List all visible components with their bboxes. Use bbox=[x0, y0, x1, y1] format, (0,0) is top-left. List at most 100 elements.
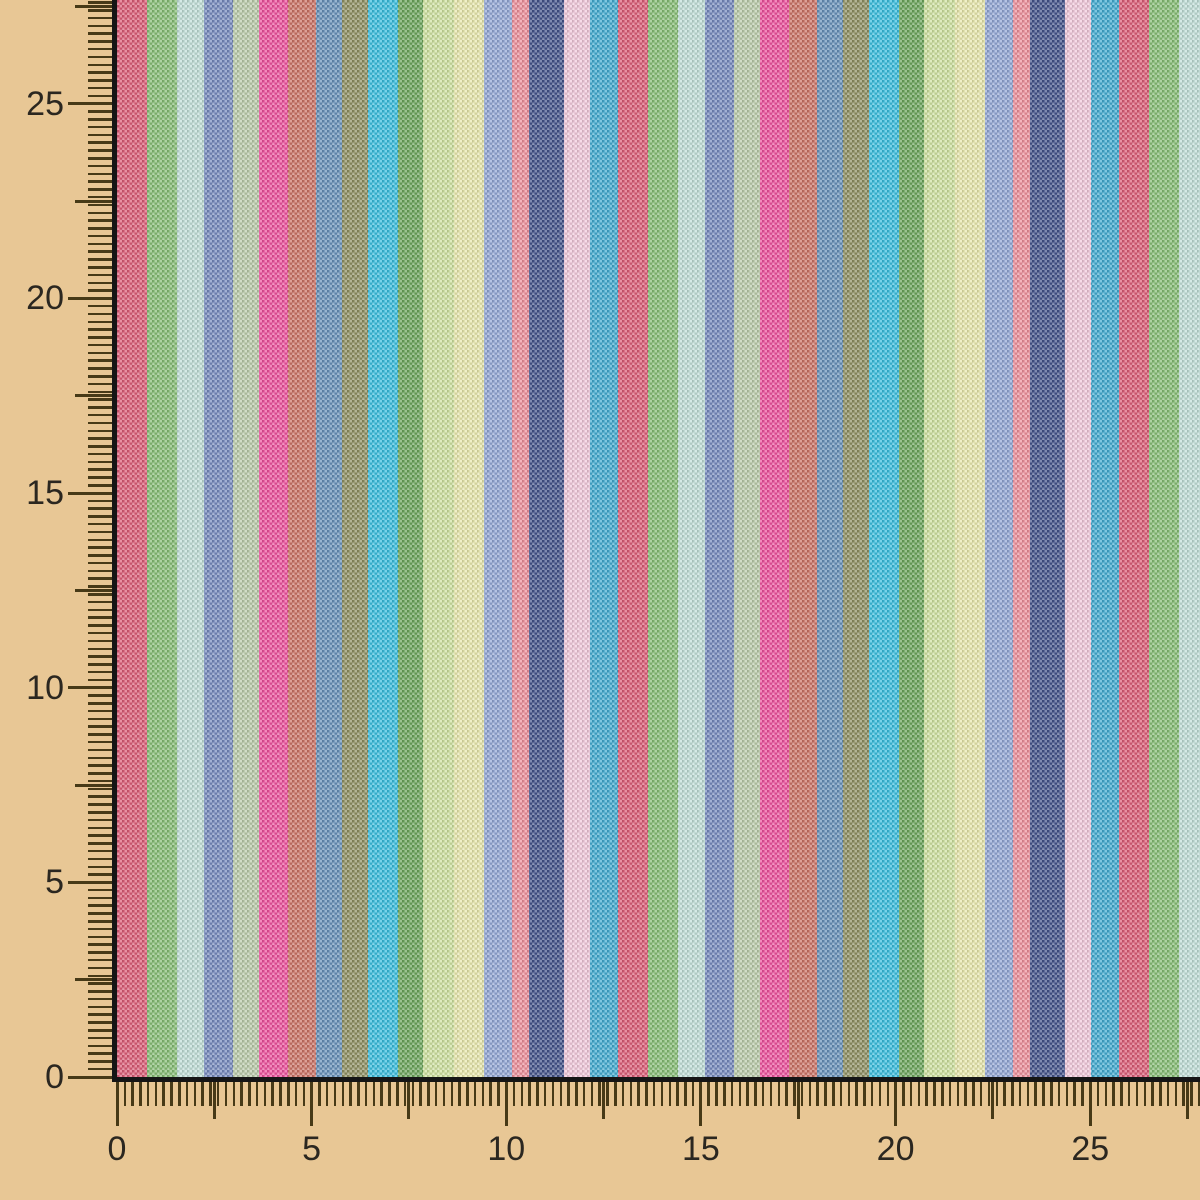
fabric-stripe-olive-khaki bbox=[342, 0, 368, 1077]
fabric-stripe-pale-lime bbox=[423, 0, 454, 1077]
ruler-tick-fine bbox=[88, 733, 112, 736]
vertical-ruler-label-25: 25 bbox=[26, 84, 64, 123]
ruler-tick-fine bbox=[162, 1082, 165, 1106]
ruler-tick-fine bbox=[88, 219, 112, 222]
ruler-tick-fine bbox=[88, 367, 112, 370]
fabric-stripe-bright-cyan bbox=[869, 0, 899, 1077]
ruler-tick-fine bbox=[481, 1082, 485, 1106]
ruler-tick-fine bbox=[88, 273, 112, 277]
fabric-stripe-pale-sage bbox=[734, 0, 760, 1077]
ruler-tick-fine bbox=[341, 1082, 345, 1106]
ruler-tick-fine bbox=[839, 1082, 843, 1106]
ruler-tick-fine bbox=[333, 1082, 337, 1106]
ruler-tick-fine bbox=[1198, 1082, 1200, 1106]
ruler-tick-fine bbox=[88, 211, 112, 214]
ruler-tick-fine bbox=[248, 1082, 251, 1106]
ruler-tick-fine bbox=[131, 1082, 134, 1106]
ruler-tick-fine bbox=[88, 312, 112, 316]
ruler-tick-fine bbox=[88, 55, 112, 59]
ruler-tick-fine bbox=[88, 79, 112, 82]
ruler-tick-fine bbox=[800, 1082, 804, 1106]
ruler-tick-fine bbox=[88, 927, 112, 931]
ruler-tick-fine bbox=[536, 1082, 539, 1106]
ruler-tick-fine bbox=[255, 1082, 259, 1106]
ruler-tick-fine bbox=[730, 1082, 734, 1106]
ruler-tick-fine bbox=[372, 1082, 376, 1106]
ruler-tick-fine bbox=[88, 421, 112, 425]
fabric-stripe-sky-blue bbox=[1091, 0, 1119, 1077]
fabric-stripe-steel-blue bbox=[316, 0, 342, 1077]
ruler-tick-fine bbox=[88, 888, 112, 892]
ruler-tick-fine bbox=[325, 1082, 329, 1106]
ruler-tick-fine bbox=[380, 1082, 383, 1106]
ruler-tick-fine bbox=[88, 1052, 112, 1055]
fabric-stripe-salmon-pink bbox=[512, 0, 529, 1077]
ruler-tick-fine bbox=[575, 1082, 578, 1106]
ruler-tick-fine bbox=[88, 343, 112, 347]
ruler-tick-fine bbox=[88, 406, 112, 409]
fabric-weave-texture bbox=[117, 0, 1200, 1077]
ruler-tick-fine bbox=[88, 779, 112, 783]
ruler-tick-fine bbox=[88, 1036, 112, 1040]
ruler-tick-fine bbox=[349, 1082, 352, 1106]
ruler-tick-fine bbox=[88, 873, 112, 876]
fabric-stripe-hot-pink bbox=[259, 0, 288, 1077]
ruler-tick-fine bbox=[88, 608, 112, 612]
ruler-tick-fine bbox=[88, 515, 112, 518]
ruler-tick-fine bbox=[987, 1082, 991, 1106]
ruler-tick-fine bbox=[193, 1082, 197, 1106]
ruler-tick-fine bbox=[964, 1082, 967, 1106]
ruler-tick-fine bbox=[88, 452, 112, 456]
ruler-tick-fine bbox=[88, 250, 112, 253]
ruler-tick-fine bbox=[1190, 1082, 1193, 1106]
ruler-tick-fine bbox=[629, 1082, 633, 1106]
ruler-tick-fine bbox=[88, 413, 112, 417]
fabric-stripe-brick-red bbox=[288, 0, 316, 1077]
ruler-tick-fine bbox=[88, 172, 112, 176]
ruler-tick-fine bbox=[88, 585, 112, 588]
ruler-tick-fine bbox=[224, 1082, 228, 1106]
fabric-stripe-pale-yellow bbox=[454, 0, 484, 1077]
ruler-tick-fine bbox=[185, 1082, 189, 1106]
ruler-tick-fine bbox=[88, 86, 112, 90]
ruler-tick-fine bbox=[777, 1082, 781, 1106]
ruler-tick-fine bbox=[941, 1082, 944, 1106]
ruler-tick-fine bbox=[88, 359, 112, 362]
ruler-tick-fine bbox=[88, 94, 112, 98]
fabric-stripe-pale-pink bbox=[1065, 0, 1091, 1077]
fabric-stripe-bright-cyan bbox=[368, 0, 398, 1077]
ruler-tick-fine bbox=[676, 1082, 679, 1106]
ruler-tick-fine bbox=[1096, 1082, 1100, 1106]
ruler-tick-fine bbox=[88, 507, 112, 510]
fabric-stripe-celadon-green bbox=[147, 0, 177, 1077]
ruler-tick-medium bbox=[602, 1082, 606, 1119]
ruler-tick-fine bbox=[88, 499, 112, 503]
ruler-tick-fine bbox=[88, 717, 112, 721]
ruler-tick-fine bbox=[715, 1082, 718, 1106]
fabric-stripe-navy-indigo bbox=[1030, 0, 1065, 1077]
ruler-tick-fine bbox=[88, 304, 112, 308]
ruler-tick-fine bbox=[88, 141, 112, 144]
ruler-tick-fine bbox=[88, 663, 112, 666]
ruler-tick-fine bbox=[88, 149, 112, 152]
ruler-tick-fine bbox=[388, 1082, 391, 1106]
ruler-tick-fine bbox=[88, 670, 112, 674]
ruler-tick-fine bbox=[520, 1082, 524, 1106]
ruler-tick-fine bbox=[1026, 1082, 1030, 1106]
ruler-tick-fine bbox=[88, 328, 112, 331]
ruler-tick-fine bbox=[88, 351, 112, 355]
ruler-tick-fine bbox=[88, 811, 112, 814]
fabric-stripe-sky-blue bbox=[590, 0, 618, 1077]
ruler-tick-fine bbox=[279, 1082, 282, 1106]
ruler-tick-fine bbox=[497, 1082, 500, 1106]
ruler-tick-fine bbox=[88, 818, 112, 822]
ruler-tick-fine bbox=[785, 1082, 788, 1106]
ruler-tick-fine bbox=[1042, 1082, 1045, 1106]
ruler-tick-fine bbox=[88, 1005, 112, 1009]
fabric-stripe-olive-khaki bbox=[843, 0, 869, 1077]
ruler-tick-fine bbox=[88, 655, 112, 658]
ruler-tick-fine bbox=[847, 1082, 851, 1106]
ruler-tick-fine bbox=[442, 1082, 446, 1106]
ruler-tick-fine bbox=[88, 702, 112, 705]
ruler-tick-fine bbox=[88, 639, 112, 643]
